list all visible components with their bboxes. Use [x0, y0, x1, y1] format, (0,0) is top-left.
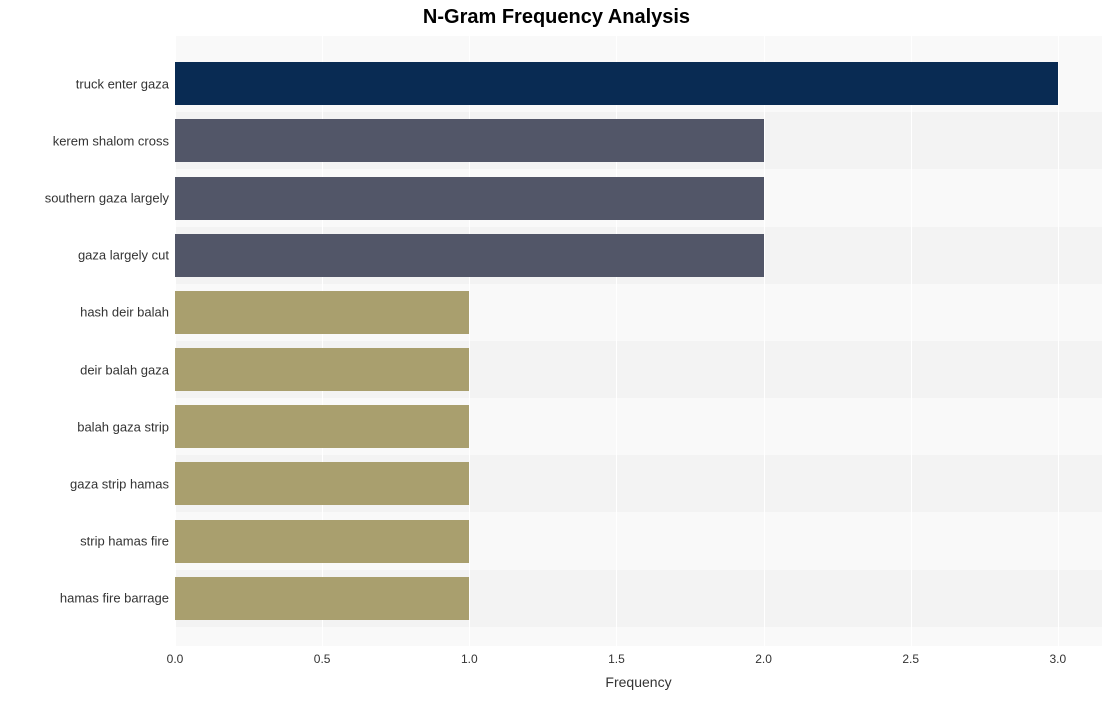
- x-tick-label: 0.0: [167, 646, 184, 666]
- x-tick-label: 0.5: [314, 646, 331, 666]
- chart-title: N-Gram Frequency Analysis: [0, 6, 1113, 29]
- bar: [175, 577, 469, 620]
- bar: [175, 348, 469, 391]
- bar: [175, 234, 764, 277]
- x-tick-label: 2.0: [755, 646, 772, 666]
- x-axis-label: Frequency: [175, 674, 1102, 690]
- bar: [175, 62, 1058, 105]
- bar: [175, 291, 469, 334]
- y-tick-label: deir balah gaza: [80, 362, 175, 377]
- y-tick-label: balah gaza strip: [77, 419, 175, 434]
- bar: [175, 177, 764, 220]
- x-tick-label: 3.0: [1050, 646, 1067, 666]
- ngram-frequency-chart: N-Gram Frequency Analysis 0.00.51.01.52.…: [0, 0, 1113, 701]
- bar: [175, 520, 469, 563]
- x-gridline: [911, 36, 912, 646]
- x-gridline: [764, 36, 765, 646]
- plot-area: 0.00.51.01.52.02.53.0truck enter gazaker…: [175, 36, 1102, 646]
- y-tick-label: gaza largely cut: [78, 248, 175, 263]
- y-tick-label: hash deir balah: [80, 305, 175, 320]
- bar: [175, 462, 469, 505]
- y-tick-label: truck enter gaza: [76, 76, 175, 91]
- y-tick-label: hamas fire barrage: [60, 591, 175, 606]
- bar: [175, 405, 469, 448]
- x-gridline: [1058, 36, 1059, 646]
- x-tick-label: 1.5: [608, 646, 625, 666]
- x-tick-label: 1.0: [461, 646, 478, 666]
- y-tick-label: kerem shalom cross: [53, 133, 175, 148]
- y-tick-label: southern gaza largely: [45, 191, 175, 206]
- y-tick-label: gaza strip hamas: [70, 476, 175, 491]
- y-tick-label: strip hamas fire: [80, 534, 175, 549]
- x-tick-label: 2.5: [902, 646, 919, 666]
- bar: [175, 119, 764, 162]
